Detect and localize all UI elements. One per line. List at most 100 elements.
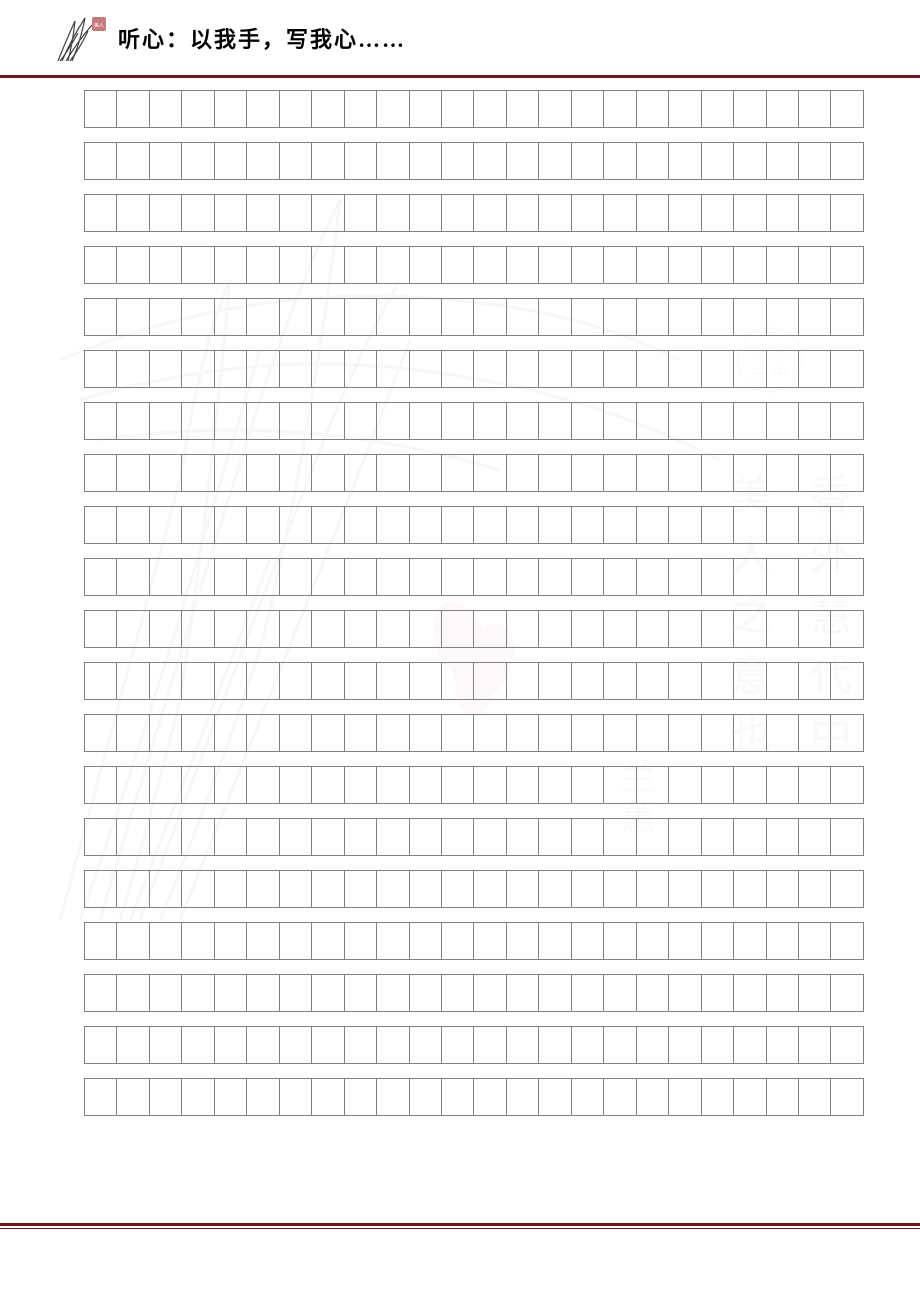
grid-cell[interactable]: [506, 142, 539, 180]
grid-cell[interactable]: [538, 1078, 571, 1116]
grid-cell[interactable]: [798, 974, 831, 1012]
grid-cell[interactable]: [376, 1078, 409, 1116]
grid-cell[interactable]: [798, 402, 831, 440]
grid-cell[interactable]: [636, 142, 669, 180]
grid-cell[interactable]: [311, 558, 344, 596]
grid-cell[interactable]: [149, 1026, 182, 1064]
grid-cell[interactable]: [798, 922, 831, 960]
grid-cell[interactable]: [116, 610, 149, 648]
grid-cell[interactable]: [701, 402, 734, 440]
grid-cell[interactable]: [733, 194, 766, 232]
grid-cell[interactable]: [376, 402, 409, 440]
grid-cell[interactable]: [506, 194, 539, 232]
grid-cell[interactable]: [116, 870, 149, 908]
grid-cell[interactable]: [798, 350, 831, 388]
grid-cell[interactable]: [246, 766, 279, 804]
grid-cell[interactable]: [149, 1078, 182, 1116]
grid-cell[interactable]: [733, 246, 766, 284]
grid-cell[interactable]: [701, 246, 734, 284]
grid-cell[interactable]: [376, 610, 409, 648]
grid-cell[interactable]: [311, 922, 344, 960]
grid-cell[interactable]: [84, 246, 117, 284]
grid-cell[interactable]: [668, 818, 701, 856]
grid-cell[interactable]: [766, 870, 799, 908]
grid-cell[interactable]: [473, 922, 506, 960]
grid-cell[interactable]: [538, 870, 571, 908]
grid-cell[interactable]: [571, 870, 604, 908]
grid-cell[interactable]: [409, 454, 442, 492]
grid-cell[interactable]: [668, 402, 701, 440]
grid-cell[interactable]: [376, 870, 409, 908]
grid-cell[interactable]: [344, 506, 377, 544]
grid-cell[interactable]: [473, 558, 506, 596]
grid-cell[interactable]: [668, 974, 701, 1012]
grid-cell[interactable]: [603, 766, 636, 804]
grid-cell[interactable]: [473, 766, 506, 804]
grid-cell[interactable]: [798, 1026, 831, 1064]
grid-cell[interactable]: [733, 454, 766, 492]
grid-cell[interactable]: [181, 1078, 214, 1116]
grid-cell[interactable]: [376, 194, 409, 232]
grid-cell[interactable]: [571, 766, 604, 804]
grid-cell[interactable]: [181, 662, 214, 700]
grid-cell[interactable]: [181, 90, 214, 128]
grid-cell[interactable]: [603, 402, 636, 440]
grid-cell[interactable]: [84, 922, 117, 960]
grid-cell[interactable]: [409, 922, 442, 960]
grid-cell[interactable]: [766, 246, 799, 284]
grid-cell[interactable]: [603, 1026, 636, 1064]
grid-cell[interactable]: [84, 90, 117, 128]
grid-cell[interactable]: [733, 350, 766, 388]
grid-cell[interactable]: [149, 974, 182, 1012]
grid-cell[interactable]: [246, 714, 279, 752]
grid-cell[interactable]: [84, 350, 117, 388]
grid-cell[interactable]: [311, 142, 344, 180]
grid-cell[interactable]: [116, 402, 149, 440]
grid-cell[interactable]: [279, 974, 312, 1012]
grid-cell[interactable]: [214, 558, 247, 596]
grid-cell[interactable]: [441, 766, 474, 804]
grid-cell[interactable]: [84, 714, 117, 752]
grid-cell[interactable]: [506, 974, 539, 1012]
grid-cell[interactable]: [473, 610, 506, 648]
grid-cell[interactable]: [798, 662, 831, 700]
grid-cell[interactable]: [181, 1026, 214, 1064]
grid-cell[interactable]: [376, 714, 409, 752]
grid-cell[interactable]: [668, 90, 701, 128]
grid-cell[interactable]: [409, 714, 442, 752]
grid-cell[interactable]: [603, 246, 636, 284]
grid-cell[interactable]: [246, 610, 279, 648]
grid-cell[interactable]: [279, 610, 312, 648]
grid-cell[interactable]: [473, 454, 506, 492]
grid-cell[interactable]: [668, 194, 701, 232]
grid-cell[interactable]: [214, 974, 247, 1012]
grid-cell[interactable]: [279, 194, 312, 232]
grid-cell[interactable]: [441, 298, 474, 336]
grid-cell[interactable]: [668, 506, 701, 544]
grid-cell[interactable]: [830, 714, 863, 752]
grid-cell[interactable]: [701, 662, 734, 700]
grid-cell[interactable]: [571, 610, 604, 648]
grid-cell[interactable]: [636, 194, 669, 232]
grid-cell[interactable]: [246, 922, 279, 960]
grid-cell[interactable]: [279, 662, 312, 700]
grid-cell[interactable]: [830, 454, 863, 492]
grid-cell[interactable]: [668, 610, 701, 648]
grid-cell[interactable]: [214, 766, 247, 804]
grid-cell[interactable]: [376, 142, 409, 180]
grid-cell[interactable]: [668, 298, 701, 336]
grid-cell[interactable]: [116, 298, 149, 336]
grid-cell[interactable]: [344, 194, 377, 232]
grid-cell[interactable]: [766, 1078, 799, 1116]
grid-cell[interactable]: [441, 350, 474, 388]
grid-cell[interactable]: [636, 818, 669, 856]
grid-cell[interactable]: [409, 402, 442, 440]
grid-cell[interactable]: [149, 714, 182, 752]
grid-cell[interactable]: [181, 350, 214, 388]
grid-cell[interactable]: [473, 1078, 506, 1116]
grid-cell[interactable]: [830, 870, 863, 908]
grid-cell[interactable]: [214, 922, 247, 960]
grid-cell[interactable]: [733, 402, 766, 440]
grid-cell[interactable]: [279, 454, 312, 492]
grid-cell[interactable]: [149, 350, 182, 388]
